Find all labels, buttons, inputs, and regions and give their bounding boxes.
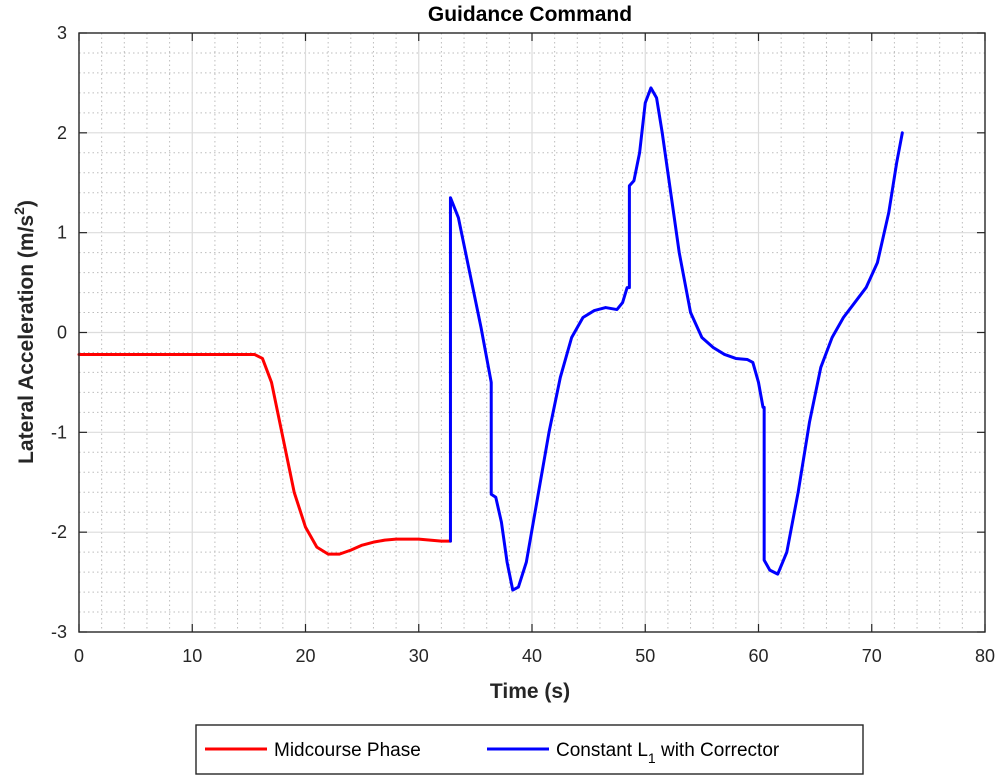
y-tick-label: 0 xyxy=(57,323,67,343)
plot-area xyxy=(77,32,986,633)
x-tick-label: 70 xyxy=(862,646,882,666)
legend-label-main: Constant L xyxy=(556,740,648,761)
x-tick-label: 60 xyxy=(748,646,768,666)
x-tick-labels: 0 10 20 30 40 50 60 70 80 xyxy=(74,646,995,666)
y-tick-label: 3 xyxy=(57,23,67,43)
y-tick-label: -1 xyxy=(51,422,67,442)
legend-label-rest: with Corrector xyxy=(656,740,780,761)
y-axis-label-close: ) xyxy=(15,200,38,207)
x-tick-label: 80 xyxy=(975,646,995,666)
series-layer xyxy=(77,86,904,592)
chart-title: Guidance Command xyxy=(428,3,632,26)
x-tick-label: 40 xyxy=(522,646,542,666)
x-tick-label: 10 xyxy=(182,646,202,666)
tick-marks xyxy=(78,32,986,633)
x-axis-label: Time (s) xyxy=(490,680,570,703)
y-tick-label: 1 xyxy=(57,223,67,243)
y-axis-label: Lateral Acceleration (m/s2) xyxy=(11,200,38,464)
y-axis-label-main: Lateral Acceleration (m/s xyxy=(15,215,38,464)
series-line-constant-l1 xyxy=(448,86,904,592)
legend: Midcourse Phase Constant L1 with Correct… xyxy=(195,724,864,775)
y-tick-label: 2 xyxy=(57,123,67,143)
legend-label-constant-l1: Constant L1 with Corrector xyxy=(556,740,780,766)
legend-label-subscript: 1 xyxy=(648,750,656,766)
x-tick-label: 50 xyxy=(635,646,655,666)
legend-label-midcourse: Midcourse Phase xyxy=(274,740,421,761)
legend-box xyxy=(195,724,864,775)
y-axis-label-superscript: 2 xyxy=(11,207,27,215)
x-tick-label: 20 xyxy=(295,646,315,666)
x-tick-label: 0 xyxy=(74,646,84,666)
series-line-midcourse xyxy=(77,352,452,556)
x-tick-label: 30 xyxy=(409,646,429,666)
y-tick-label: -3 xyxy=(51,622,67,642)
y-tick-labels: -3 -2 -1 0 1 2 3 xyxy=(51,23,67,642)
y-tick-label: -2 xyxy=(51,522,67,542)
